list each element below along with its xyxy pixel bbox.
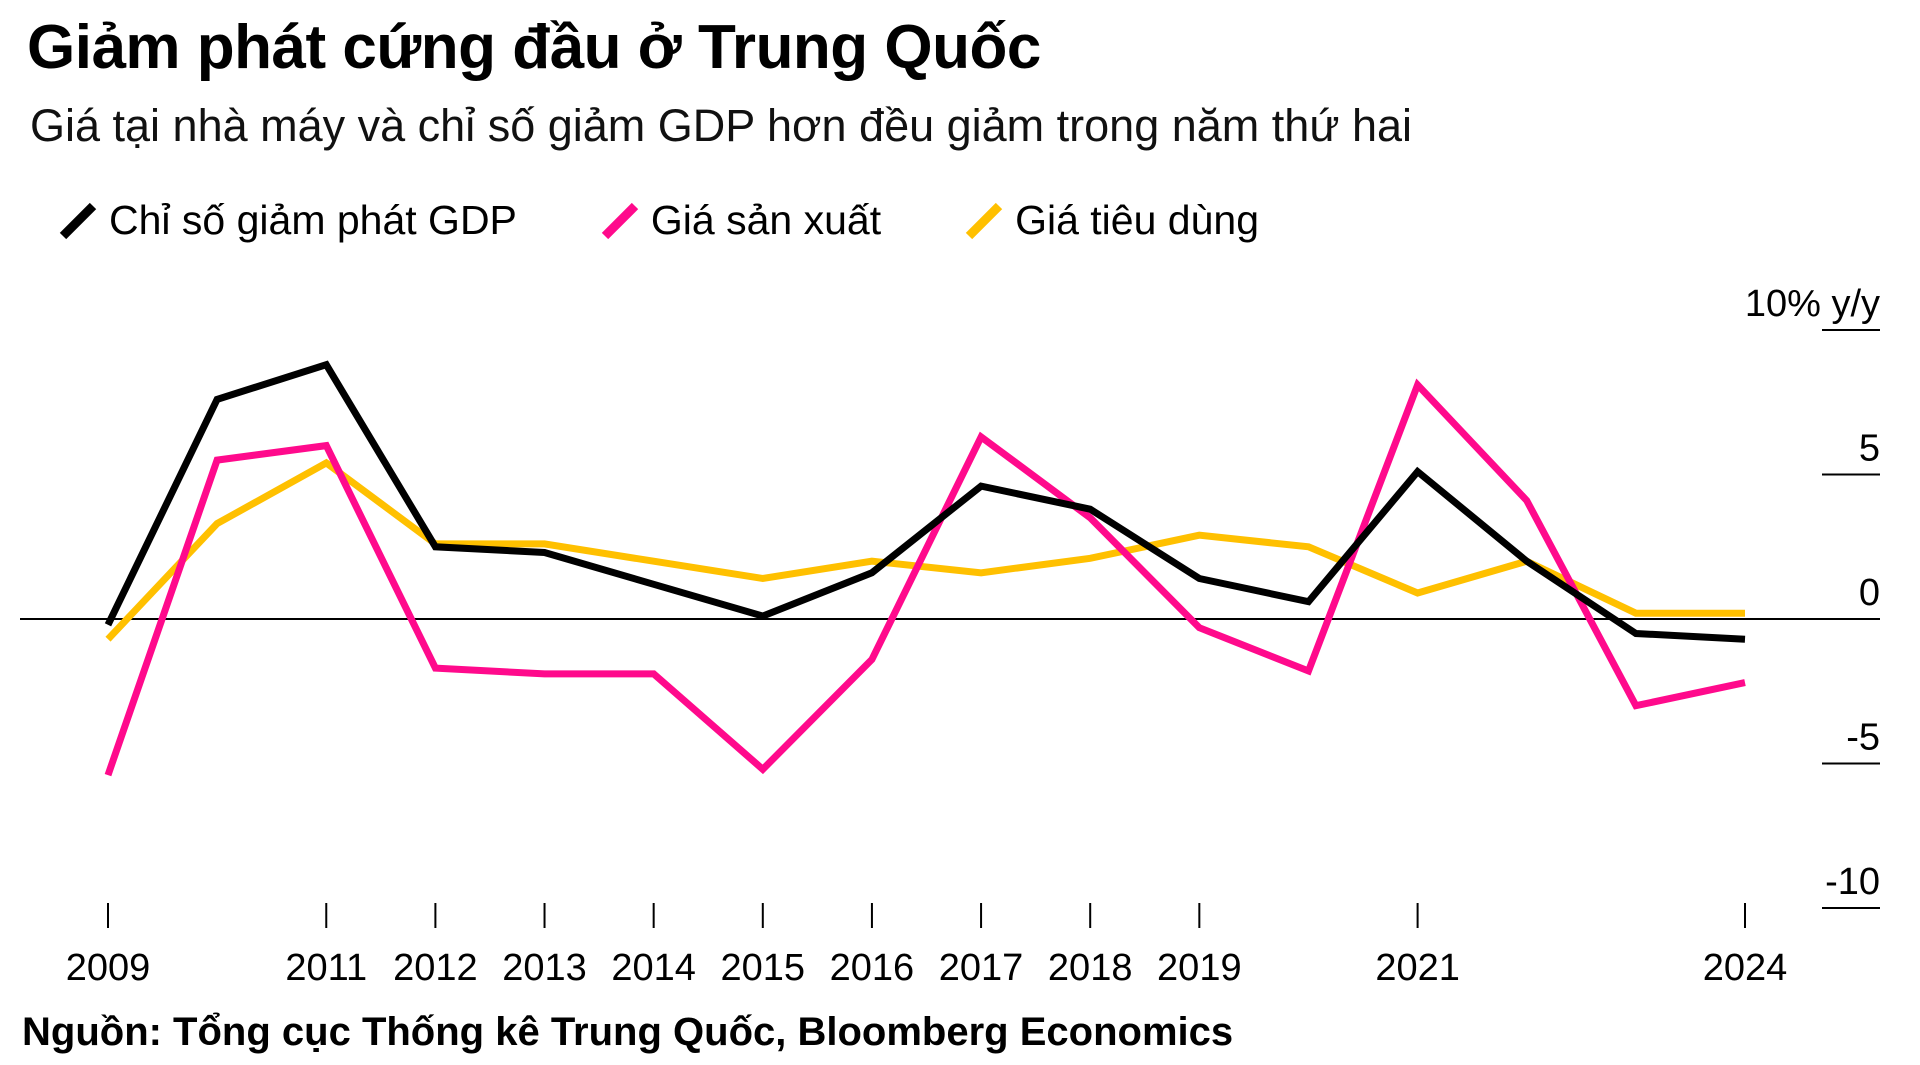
- legend-swatch-consumer-price-icon: [965, 202, 1003, 240]
- x-tick-label: 2021: [1375, 947, 1460, 989]
- y-tick-label: 0: [1859, 572, 1880, 614]
- legend-label-consumer-price: Giá tiêu dùng: [1015, 196, 1259, 243]
- x-tick-label: 2019: [1157, 947, 1242, 989]
- legend: Chỉ số giảm phát GDP Giá sản xuất Giá ti…: [55, 192, 1339, 248]
- series-line-consumer-price: [105, 458, 1745, 642]
- y-tick-label: 5: [1859, 428, 1880, 470]
- legend-item-producer-price: Giá sản xuất: [597, 196, 881, 244]
- y-tick-label: -5: [1846, 717, 1880, 759]
- series-line-producer-price: [104, 378, 1746, 777]
- x-tick-label: 2018: [1048, 947, 1133, 989]
- y-tick-label: 10% y/y: [1745, 283, 1880, 325]
- y-tick-label: -10: [1825, 861, 1880, 903]
- x-tick-label: 2011: [285, 947, 367, 989]
- chart-title: Giảm phát cứng đầu ở Trung Quốc: [27, 13, 1041, 82]
- x-tick-label: 2024: [1703, 947, 1788, 989]
- legend-label-gdp-deflator: Chỉ số giảm phát GDP: [109, 196, 517, 243]
- series-line-gdp-deflator: [104, 360, 1746, 643]
- chart-subtitle: Giá tại nhà máy và chỉ số giảm GDP hơn đ…: [30, 100, 1412, 151]
- x-tick-label: 2009: [66, 947, 151, 989]
- x-tick-label: 2014: [611, 947, 696, 989]
- x-tick-label: 2017: [939, 947, 1024, 989]
- x-tick-label: 2012: [393, 947, 478, 989]
- legend-item-consumer-price: Giá tiêu dùng: [961, 196, 1259, 244]
- x-tick-label: 2016: [830, 947, 915, 989]
- x-tick-label: 2013: [502, 947, 587, 989]
- x-tick-label: 2015: [721, 947, 806, 989]
- legend-item-gdp-deflator: Chỉ số giảm phát GDP: [55, 196, 517, 244]
- legend-label-producer-price: Giá sản xuất: [650, 196, 882, 243]
- source-note: Nguồn: Tổng cục Thống kê Trung Quốc, Blo…: [22, 1010, 1234, 1054]
- legend-swatch-producer-price-icon: [601, 202, 639, 240]
- legend-swatch-gdp-deflator-icon: [59, 202, 97, 240]
